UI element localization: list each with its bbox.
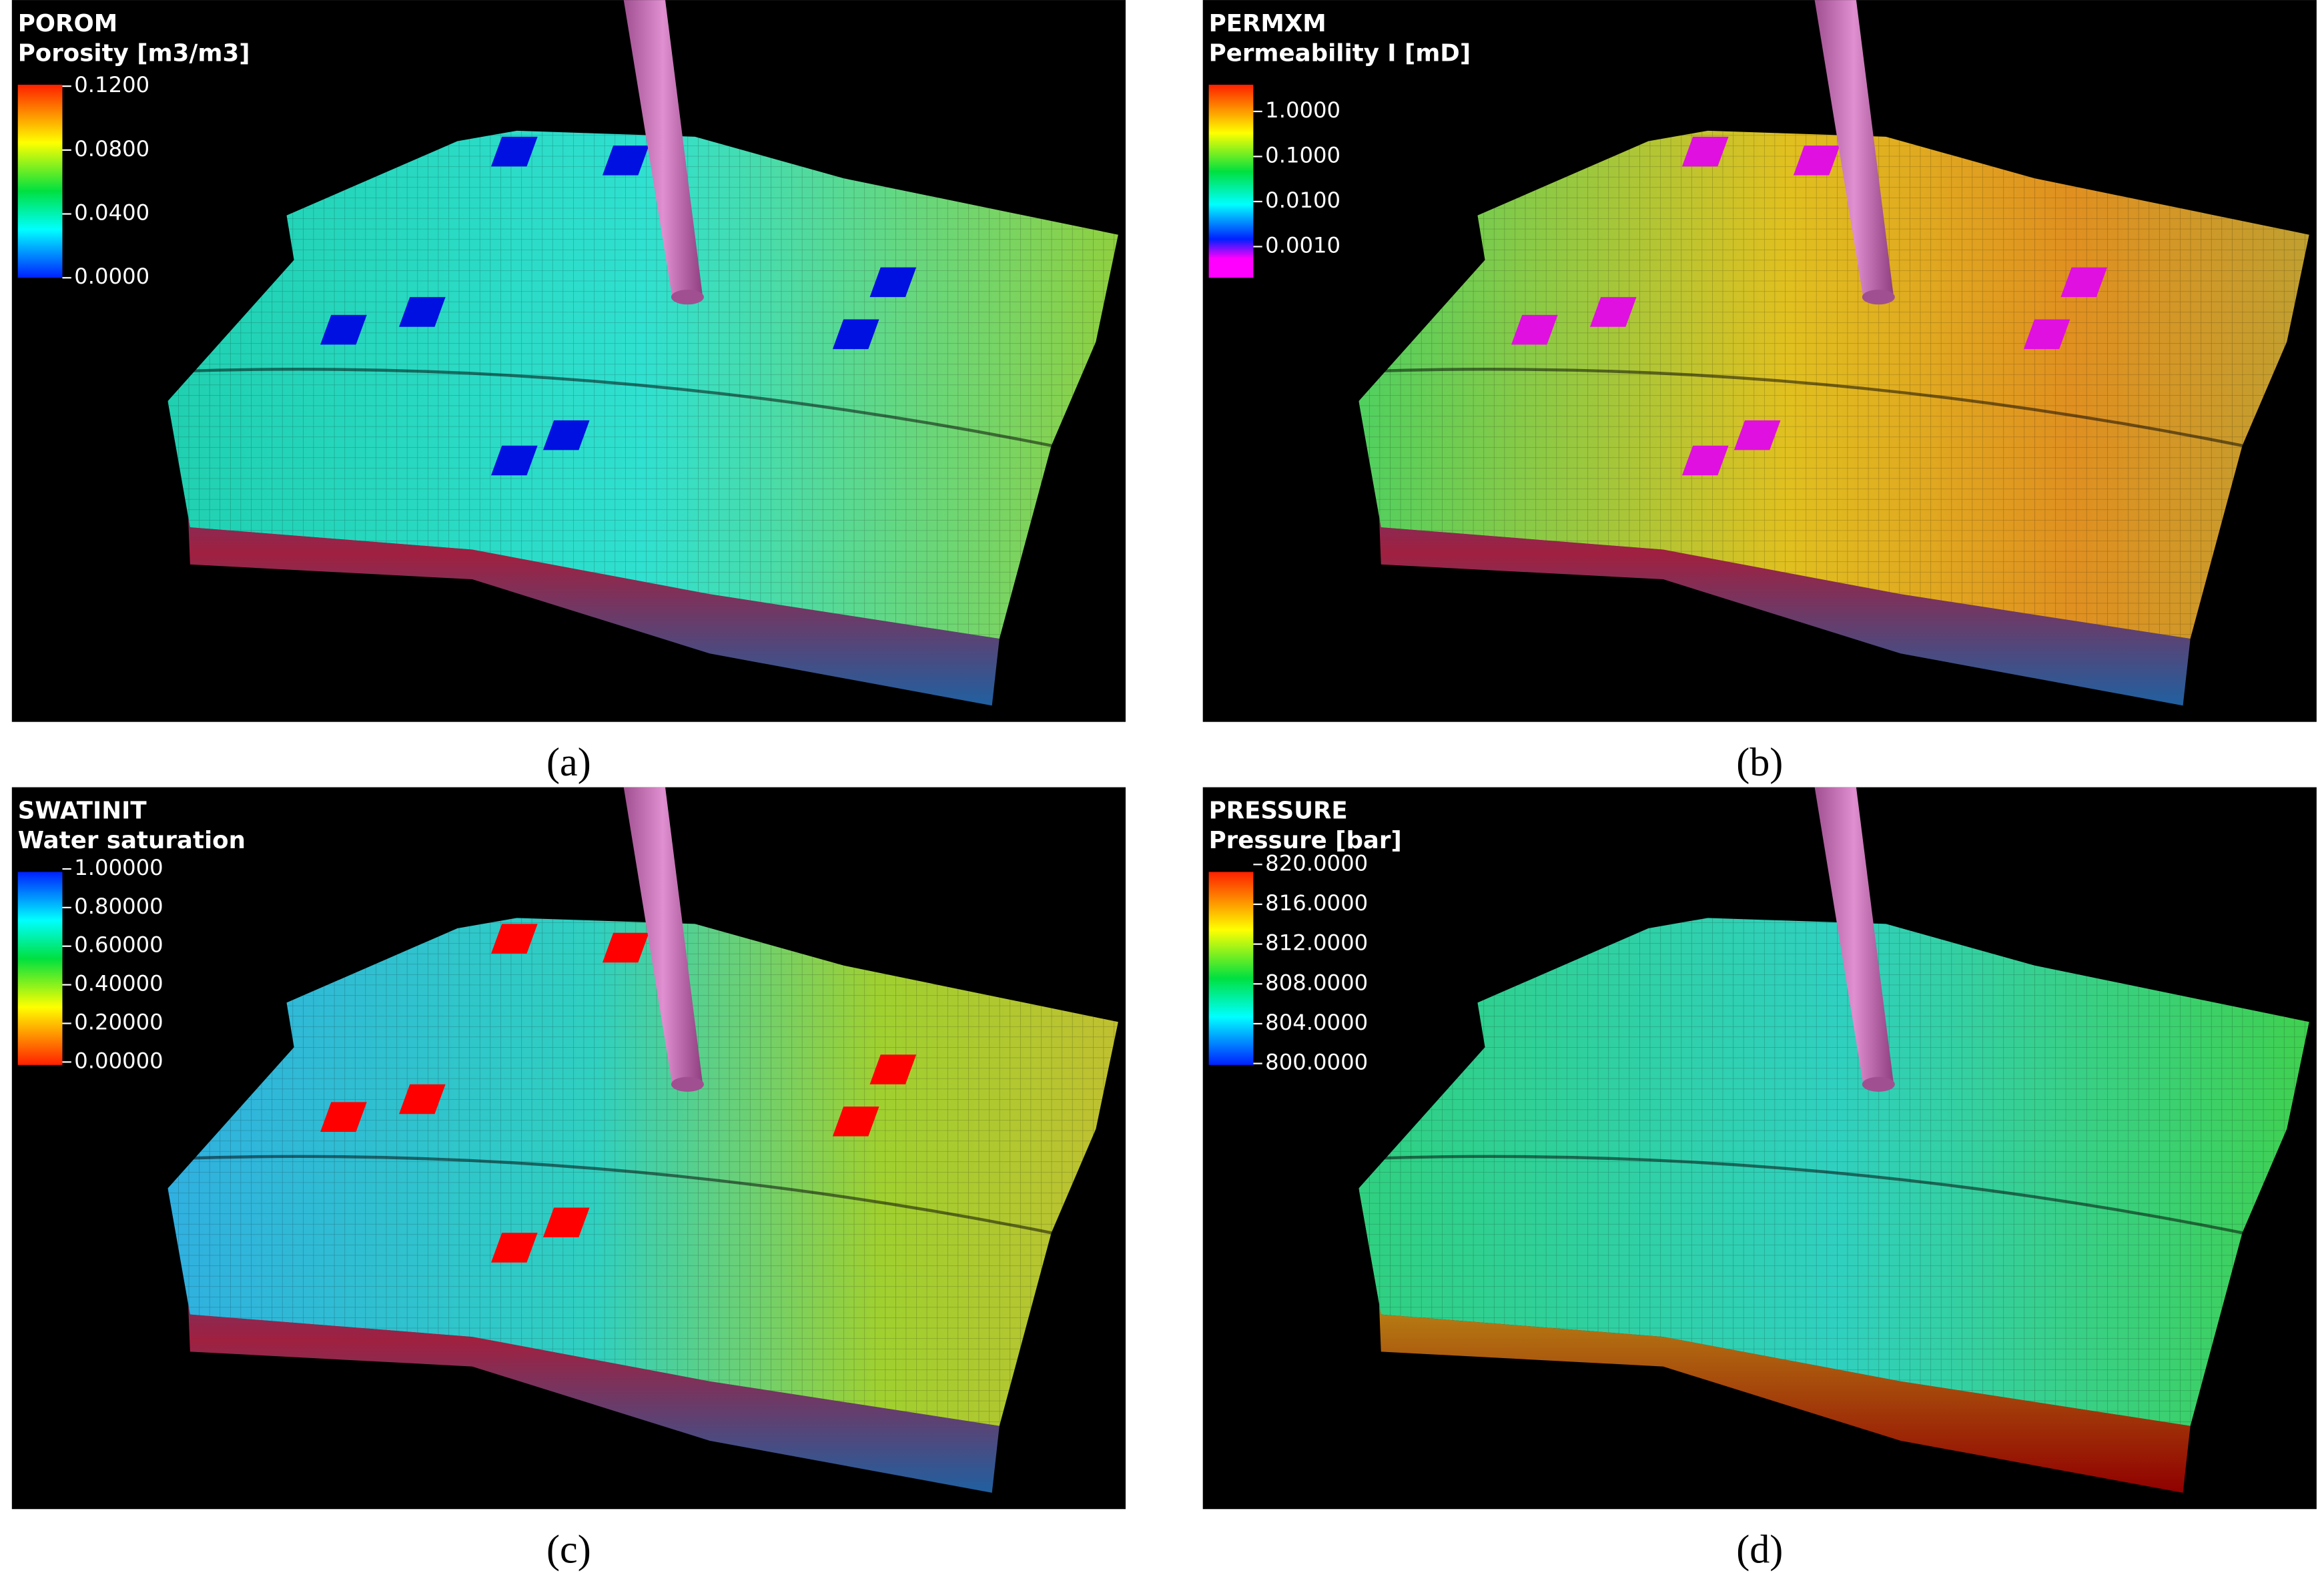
well <box>623 787 703 1088</box>
property-description: Permeability I [mD] <box>1209 39 1471 67</box>
scale-label: 0.0400 <box>74 200 149 226</box>
cell-patch <box>602 145 649 176</box>
model-side <box>167 400 1000 706</box>
property-description: Pressure [bar] <box>1209 827 1402 854</box>
color-scale <box>17 84 63 278</box>
property-name: PRESSURE <box>1209 797 1348 824</box>
panel-caption: (d) <box>1736 1526 1783 1571</box>
model-side <box>167 1188 1000 1493</box>
scale-label: 0.40000 <box>74 971 163 996</box>
scale-label: 0.0010 <box>1265 233 1340 258</box>
color-scale <box>1208 84 1254 278</box>
cell-patch <box>320 314 367 345</box>
color-scale <box>1208 872 1254 1065</box>
cell-patch <box>832 1107 879 1137</box>
scale-label: 0.80000 <box>74 894 163 919</box>
cell-patch <box>1793 145 1840 176</box>
cell-patch <box>869 267 917 298</box>
cell-patch <box>491 445 538 476</box>
scale-label: 804.0000 <box>1265 1010 1368 1035</box>
scale-label: 0.0800 <box>74 136 149 162</box>
scale-label: 820.0000 <box>1265 850 1368 876</box>
panel-caption: (a) <box>546 739 591 784</box>
model-side <box>1359 1188 2191 1493</box>
scale-label: 0.0100 <box>1265 188 1340 213</box>
property-description: Water saturation <box>18 827 246 854</box>
scale-label: 812.0000 <box>1265 930 1368 956</box>
cell-patch <box>1681 136 1729 167</box>
scale-label: 0.0000 <box>74 264 149 289</box>
cell-patch <box>542 420 590 450</box>
scale-label: 1.00000 <box>74 855 163 880</box>
property-name: POROM <box>18 10 117 37</box>
cell-patch <box>1733 420 1781 450</box>
well-end <box>671 1076 704 1092</box>
cell-patch <box>399 297 446 327</box>
panel-caption: (c) <box>546 1526 591 1571</box>
scale-label: 0.20000 <box>74 1009 163 1034</box>
scale-label: 0.1000 <box>1265 142 1340 168</box>
well <box>1814 0 1894 300</box>
cell-patch <box>320 1102 367 1132</box>
panel: PRESSURE Pressure [bar]820.0000 816.0000 81… <box>1202 787 2317 1510</box>
panel-caption: (b) <box>1736 739 1783 784</box>
scale-label: 800.0000 <box>1265 1050 1368 1075</box>
cell-patch <box>1681 445 1729 476</box>
scale-label: 816.0000 <box>1265 890 1368 916</box>
scale-label: 0.00000 <box>74 1048 163 1073</box>
well-end <box>1862 290 1895 305</box>
cell-patch <box>491 1233 538 1263</box>
fault-line <box>175 368 1052 447</box>
cell-patch <box>491 136 538 167</box>
scale-label: 808.0000 <box>1265 970 1368 995</box>
cell-patch <box>542 1207 590 1237</box>
scale-label: 0.60000 <box>74 932 163 958</box>
scale-label: 1.0000 <box>1265 97 1340 123</box>
color-scale <box>17 872 63 1065</box>
cell-patch <box>491 924 538 954</box>
property-description: Porosity [m3/m3] <box>18 39 250 67</box>
fault-line <box>1366 1155 2243 1235</box>
fault-line <box>1366 368 2243 447</box>
well-end <box>1862 1076 1895 1092</box>
well-end <box>671 290 704 305</box>
cell-patch <box>2023 319 2070 350</box>
cell-patch <box>1589 297 1637 327</box>
cell-patch <box>602 932 649 963</box>
model-side <box>1359 400 2191 706</box>
well <box>623 0 703 300</box>
property-name: PERMXM <box>1209 10 1326 37</box>
cell-patch <box>2060 267 2108 298</box>
scale-label: 0.1200 <box>74 72 149 97</box>
cell-patch <box>399 1084 446 1115</box>
cell-patch <box>869 1054 917 1084</box>
property-name: SWATINIT <box>18 797 147 824</box>
cell-patch <box>832 319 879 350</box>
cell-patch <box>1511 314 1558 345</box>
fault-line <box>175 1155 1052 1235</box>
well <box>1814 787 1894 1088</box>
